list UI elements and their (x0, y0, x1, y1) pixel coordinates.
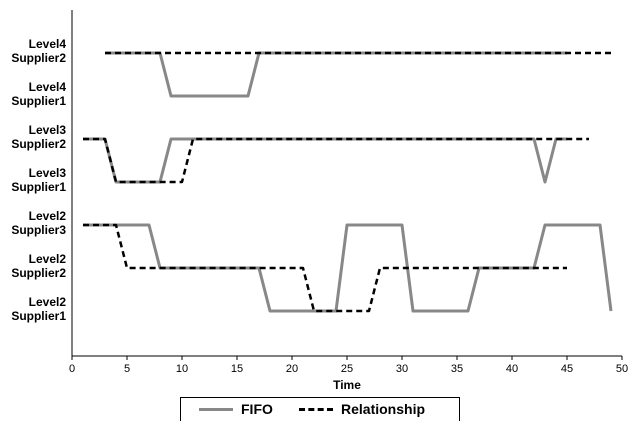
series-line-fifo (83, 137, 567, 184)
x-tick-label: 10 (176, 363, 188, 375)
y-tick-label-line: Level3 (29, 123, 67, 137)
series-line-relationship (83, 137, 589, 184)
y-tick-label: Level2 Supplier3 (11, 209, 66, 237)
x-tick-label: 25 (341, 363, 353, 375)
legend-label-relationship: Relationship (341, 401, 426, 417)
y-tick-label-line: Supplier2 (11, 137, 66, 151)
legend-item-relationship: Relationship (299, 401, 425, 417)
legend: FIFO Relationship (180, 397, 460, 421)
series-lines (83, 51, 613, 313)
y-tick-label: Level4 Supplier1 (11, 80, 66, 108)
x-tick-label: 45 (561, 363, 573, 375)
y-tick-label-line: Supplier3 (11, 223, 66, 237)
legend-swatch-relationship (299, 407, 333, 411)
x-tick-label: 15 (231, 363, 243, 375)
x-axis-label: Time (333, 378, 361, 392)
y-tick-label: Level4 Supplier2 (11, 37, 66, 65)
legend-item-fifo: FIFO (199, 401, 273, 417)
x-tick-label: 50 (616, 363, 628, 375)
x-tick-label: 20 (286, 363, 298, 375)
y-tick-label-line: Supplier1 (11, 309, 66, 323)
y-tick-label-line: Supplier2 (11, 266, 66, 280)
y-tick-label-line: Supplier2 (11, 51, 66, 65)
x-tick-label: 0 (69, 363, 75, 375)
x-tick-label: 30 (396, 363, 408, 375)
y-tick-label: Level2 Supplier1 (11, 295, 66, 323)
y-tick-label-line: Level2 (29, 252, 67, 266)
y-tick-label: Level3 Supplier2 (11, 123, 66, 151)
y-tick-label-line: Supplier1 (11, 180, 66, 194)
x-tick-label: 35 (451, 363, 463, 375)
series-line-fifo (105, 51, 567, 98)
series-line-relationship (83, 223, 567, 313)
y-tick-label-line: Level2 (29, 209, 67, 223)
legend-label-fifo: FIFO (241, 401, 273, 417)
y-tick-label-line: Level4 (29, 37, 67, 51)
y-tick-label: Level2 Supplier2 (11, 252, 66, 280)
x-tick-label: 5 (124, 363, 130, 375)
x-tick-label: 40 (506, 363, 518, 375)
legend-swatch-fifo (199, 407, 233, 411)
y-tick-label-line: Level3 (29, 166, 67, 180)
y-tick-label: Level3 Supplier1 (11, 166, 66, 194)
y-tick-label-line: Level2 (29, 295, 67, 309)
y-tick-label-line: Supplier1 (11, 94, 66, 108)
x-tick-labels: 0 5 10 15 20 25 30 35 40 45 50 (69, 356, 628, 375)
y-tick-label-line: Level4 (29, 80, 67, 94)
